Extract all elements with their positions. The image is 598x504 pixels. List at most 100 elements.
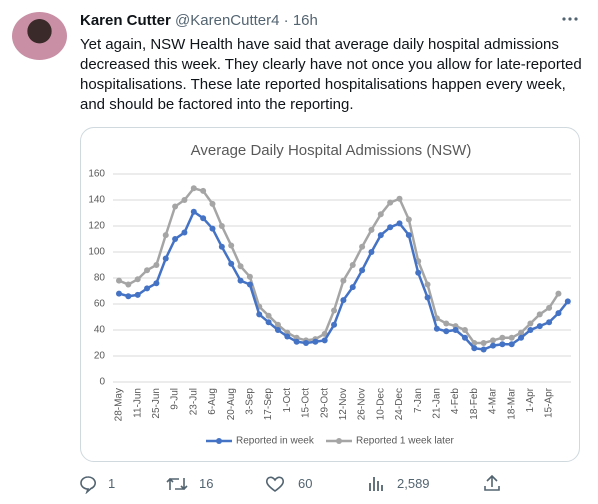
- tweet-text: Yet again, NSW Health have said that ave…: [80, 36, 582, 113]
- data-point: [190, 208, 197, 215]
- data-point: [144, 285, 151, 292]
- data-point: [303, 340, 309, 346]
- y-tick-label: 100: [88, 247, 105, 258]
- x-tick-label: 20-Aug: [226, 388, 237, 420]
- y-tick-label: 0: [99, 377, 105, 388]
- data-point: [424, 281, 431, 288]
- data-point: [218, 243, 225, 250]
- data-point: [359, 267, 366, 274]
- x-tick-label: 6-Aug: [207, 388, 218, 415]
- like-icon[interactable]: [264, 474, 286, 494]
- data-point: [134, 291, 141, 298]
- data-point: [116, 277, 122, 284]
- data-point: [368, 226, 375, 233]
- data-point: [518, 334, 525, 341]
- data-point: [162, 255, 169, 262]
- x-tick-label: 25-Jun: [151, 388, 162, 419]
- x-tick-label: 1-Apr: [525, 387, 536, 412]
- data-point: [172, 236, 179, 242]
- more-menu[interactable]: [560, 14, 580, 24]
- data-point: [246, 273, 253, 280]
- x-tick-label: 12-Nov: [338, 388, 349, 420]
- data-point: [321, 330, 328, 337]
- data-point: [200, 187, 207, 194]
- reply-count: 1: [108, 476, 116, 491]
- chart-card[interactable]: Average Daily Hospital Admissions (NSW) …: [80, 127, 580, 462]
- data-point: [312, 338, 319, 345]
- data-point: [181, 197, 188, 203]
- data-point: [228, 260, 235, 267]
- user-name[interactable]: Karen Cutter: [80, 12, 171, 29]
- data-point: [237, 277, 244, 284]
- legend-marker: [336, 438, 342, 444]
- data-point: [134, 276, 141, 283]
- legend-marker: [216, 438, 222, 444]
- views-icon[interactable]: [366, 474, 386, 494]
- data-point: [490, 337, 496, 344]
- retweet-icon[interactable]: [165, 474, 189, 494]
- data-point: [125, 281, 132, 288]
- tweet-header: Karen Cutter @KarenCutter4 · 16h: [80, 12, 318, 29]
- data-point: [415, 269, 422, 276]
- data-point: [518, 329, 525, 336]
- x-tick-label: 15-Oct: [301, 388, 312, 418]
- data-point: [536, 323, 543, 330]
- data-point: [331, 307, 338, 314]
- data-point: [527, 320, 534, 327]
- data-point: [331, 321, 338, 328]
- y-tick-label: 140: [88, 195, 105, 206]
- x-tick-label: 18-Feb: [469, 388, 480, 420]
- data-point: [546, 304, 553, 311]
- x-tick-label: 3-Sep: [245, 388, 256, 415]
- y-tick-label: 120: [88, 221, 105, 232]
- data-point: [237, 263, 244, 270]
- data-point: [284, 333, 291, 340]
- data-point: [340, 297, 347, 304]
- data-point: [377, 232, 384, 239]
- data-point: [274, 321, 281, 328]
- data-point: [387, 199, 394, 206]
- y-tick-label: 40: [94, 325, 106, 336]
- x-tick-label: 28-May: [114, 388, 125, 421]
- data-point: [368, 249, 375, 255]
- data-point: [153, 262, 160, 268]
- data-point: [190, 185, 197, 192]
- data-point: [452, 327, 459, 333]
- data-point: [564, 298, 571, 305]
- x-tick-label: 18-Mar: [506, 387, 517, 419]
- reply-icon[interactable]: [78, 474, 98, 494]
- data-point: [480, 340, 487, 346]
- data-point: [555, 290, 562, 297]
- data-point: [256, 311, 263, 318]
- like-count: 60: [298, 476, 313, 491]
- avatar[interactable]: [12, 12, 67, 60]
- y-tick-label: 80: [94, 273, 106, 284]
- data-point: [508, 334, 515, 341]
- y-tick-label: 60: [94, 299, 106, 310]
- data-point: [359, 243, 366, 250]
- user-handle[interactable]: @KarenCutter4: [175, 12, 280, 29]
- x-tick-label: 29-Oct: [319, 388, 330, 418]
- data-point: [499, 334, 506, 341]
- data-point: [349, 262, 356, 268]
- data-point: [387, 224, 394, 231]
- data-point: [209, 225, 216, 232]
- x-tick-label: 17-Sep: [263, 388, 274, 421]
- data-point: [265, 312, 272, 319]
- data-point: [153, 280, 160, 287]
- share-icon[interactable]: [482, 473, 502, 493]
- data-point: [274, 327, 281, 333]
- data-point: [200, 215, 207, 222]
- data-point: [405, 232, 412, 239]
- x-tick-label: 4-Mar: [488, 387, 499, 414]
- separator: ·: [283, 12, 289, 29]
- data-point: [209, 200, 216, 207]
- timestamp[interactable]: 16h: [292, 12, 318, 29]
- x-tick-label: 24-Dec: [394, 388, 405, 420]
- x-tick-label: 4-Feb: [450, 388, 461, 415]
- data-point: [293, 338, 300, 345]
- data-point: [405, 216, 412, 223]
- x-tick-label: 11-Jun: [132, 388, 143, 418]
- data-point: [218, 223, 225, 229]
